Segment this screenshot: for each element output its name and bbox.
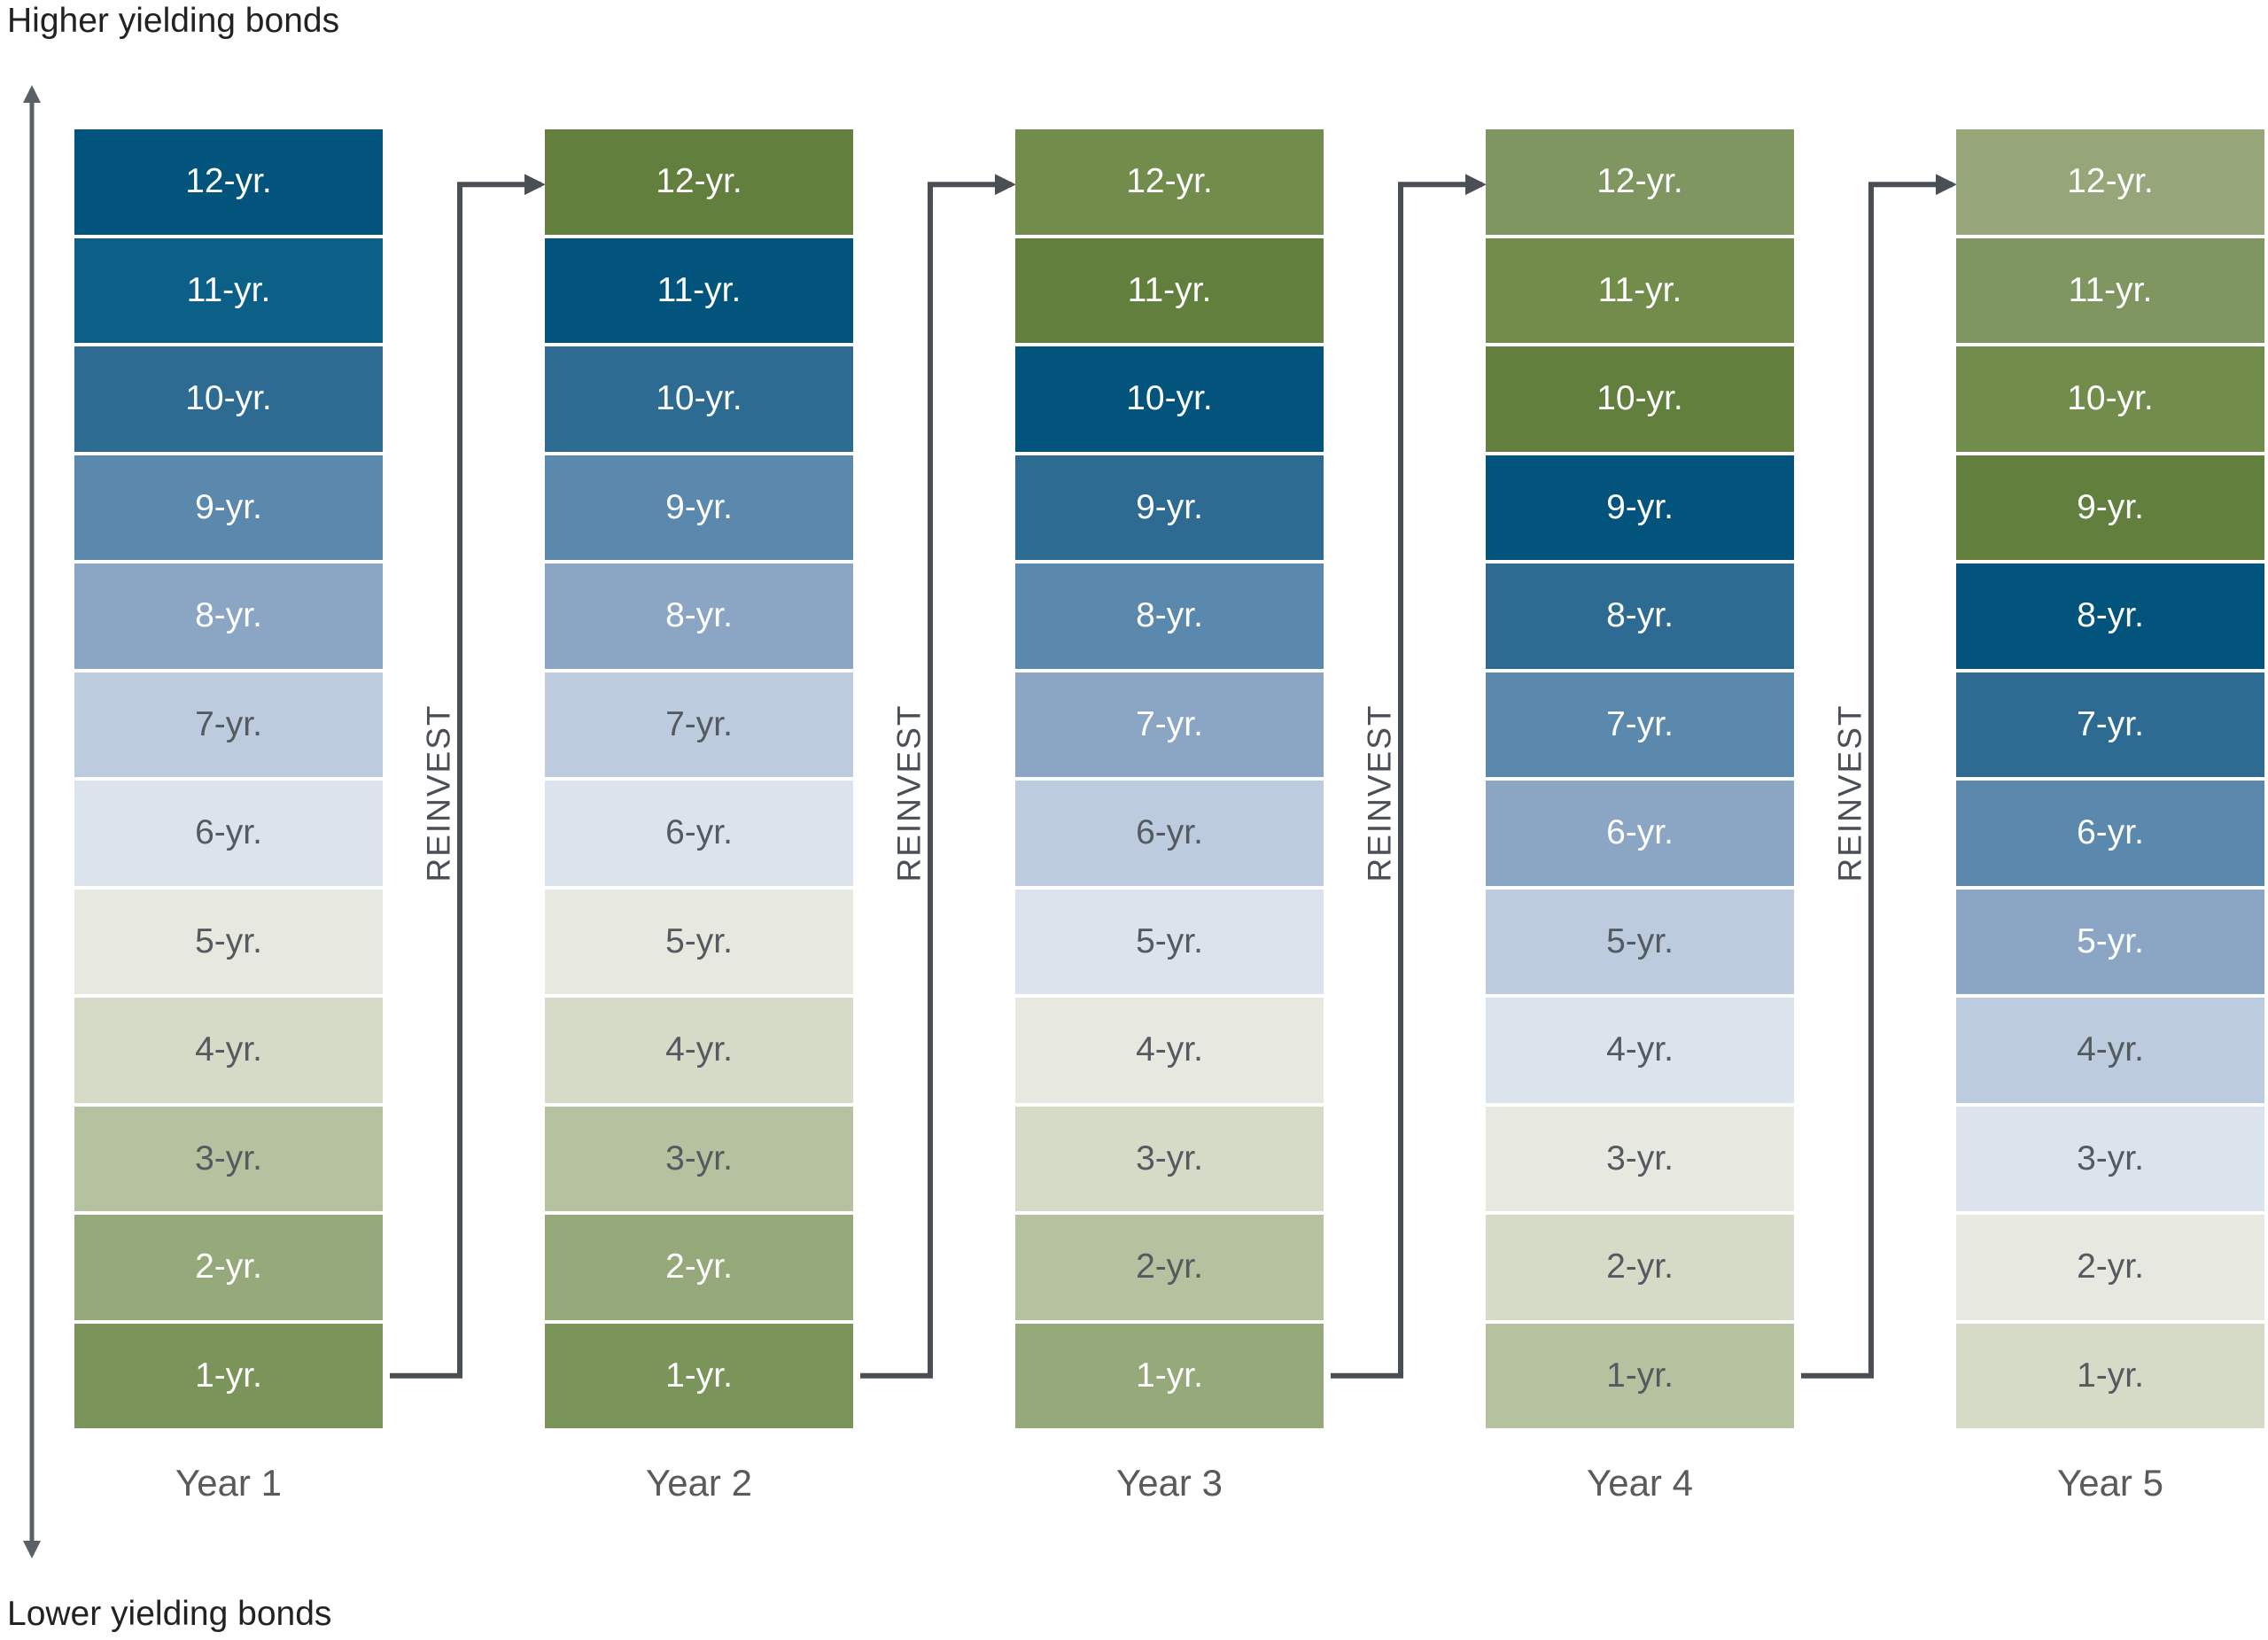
bond-cell: 5-yr. [1956, 889, 2264, 994]
bond-cell: 3-yr. [74, 1106, 383, 1211]
bond-cell: 4-yr. [1956, 998, 2264, 1103]
bond-cell: 11-yr. [1486, 237, 1794, 343]
bond-cell: 1-yr. [545, 1323, 853, 1428]
bond-cell: 12-yr. [1956, 129, 2264, 235]
bond-cell: 6-yr. [545, 781, 853, 886]
bond-cell: 2-yr. [545, 1215, 853, 1320]
bond-cell: 3-yr. [1486, 1106, 1794, 1211]
reinvest-arrow [1331, 174, 1487, 1379]
bond-cell: 9-yr. [1015, 455, 1324, 560]
bond-cell: 3-yr. [1015, 1106, 1324, 1211]
reinvest-label: REINVEST [420, 703, 457, 882]
reinvest-arrow [390, 174, 546, 1379]
bond-cell: 8-yr. [1956, 564, 2264, 669]
bond-cell: 8-yr. [545, 564, 853, 669]
bond-cell: 11-yr. [545, 237, 853, 343]
bond-cell: 12-yr. [1486, 129, 1794, 235]
bond-cell: 2-yr. [1956, 1215, 2264, 1320]
bond-cell: 4-yr. [1486, 998, 1794, 1103]
bond-cell: 1-yr. [1956, 1323, 2264, 1428]
axis-label-higher-yield: Higher yielding bonds [7, 2, 340, 40]
bond-cell: 7-yr. [1956, 672, 2264, 777]
bond-cell: 5-yr. [1015, 889, 1324, 994]
axis-label-lower-yield: Lower yielding bonds [7, 1595, 332, 1633]
bond-cell: 9-yr. [545, 455, 853, 560]
year-column: 12-yr. 11-yr. 10-yr. 9-yr. 8-yr. 7-yr. 6-yr. 5-… [1486, 129, 1794, 1432]
bond-cell: 11-yr. [1956, 237, 2264, 343]
bond-cell: 7-yr. [1486, 672, 1794, 777]
bond-cell: 2-yr. [1015, 1215, 1324, 1320]
bond-cell: 7-yr. [545, 672, 853, 777]
year-label: Year 5 [2057, 1462, 2163, 1504]
bond-cell: 10-yr. [1956, 346, 2264, 452]
bond-cell: 5-yr. [545, 889, 853, 994]
reinvest-arrow [860, 174, 1016, 1379]
bond-cell: 5-yr. [74, 889, 383, 994]
year-label: Year 2 [646, 1462, 752, 1504]
bond-cell: 12-yr. [545, 129, 853, 235]
bond-cell: 2-yr. [1486, 1215, 1794, 1320]
bond-cell: 7-yr. [1015, 672, 1324, 777]
year-column: 12-yr. 11-yr. 10-yr. 9-yr. 8-yr. 7-yr. 6-yr. 5-… [1956, 129, 2264, 1432]
bond-cell: 4-yr. [1015, 998, 1324, 1103]
bond-cell: 9-yr. [1486, 455, 1794, 560]
bond-cell: 10-yr. [1486, 346, 1794, 452]
bond-cell: 6-yr. [1486, 781, 1794, 886]
bond-cell: 4-yr. [74, 998, 383, 1103]
bond-cell: 1-yr. [1486, 1323, 1794, 1428]
year-label: Year 4 [1587, 1462, 1693, 1504]
year-column: 12-yr. 11-yr. 10-yr. 9-yr. 8-yr. 7-yr. 6-yr. 5-… [1015, 129, 1324, 1432]
bond-cell: 1-yr. [74, 1323, 383, 1428]
bond-cell: 4-yr. [545, 998, 853, 1103]
bond-cell: 7-yr. [74, 672, 383, 777]
bond-cell: 8-yr. [1015, 564, 1324, 669]
bond-cell: 10-yr. [74, 346, 383, 452]
bond-cell: 5-yr. [1486, 889, 1794, 994]
bond-cell: 6-yr. [74, 781, 383, 886]
bond-cell: 12-yr. [74, 129, 383, 235]
reinvest-label: REINVEST [1831, 703, 1868, 882]
reinvest-label: REINVEST [1361, 703, 1398, 882]
bond-cell: 11-yr. [1015, 237, 1324, 343]
bond-cell: 11-yr. [74, 237, 383, 343]
reinvest-arrow [1801, 174, 1957, 1379]
bond-cell: 1-yr. [1015, 1323, 1324, 1428]
bond-cell: 3-yr. [1956, 1106, 2264, 1211]
bond-cell: 8-yr. [1486, 564, 1794, 669]
bond-cell: 10-yr. [1015, 346, 1324, 452]
year-label: Year 3 [1116, 1462, 1223, 1504]
bond-cell: 6-yr. [1956, 781, 2264, 886]
year-column: 12-yr. 11-yr. 10-yr. 9-yr. 8-yr. 7-yr. 6-yr. 5-… [545, 129, 853, 1432]
bond-cell: 8-yr. [74, 564, 383, 669]
year-column: 12-yr. 11-yr. 10-yr. 9-yr. 8-yr. 7-yr. 6-yr. 5-… [74, 129, 383, 1432]
bond-cell: 2-yr. [74, 1215, 383, 1320]
bond-cell: 3-yr. [545, 1106, 853, 1211]
bond-cell: 6-yr. [1015, 781, 1324, 886]
bond-cell: 10-yr. [545, 346, 853, 452]
bond-cell: 9-yr. [74, 455, 383, 560]
year-label: Year 1 [175, 1462, 282, 1504]
bond-cell: 12-yr. [1015, 129, 1324, 235]
bond-cell: 9-yr. [1956, 455, 2264, 560]
reinvest-label: REINVEST [890, 703, 928, 882]
